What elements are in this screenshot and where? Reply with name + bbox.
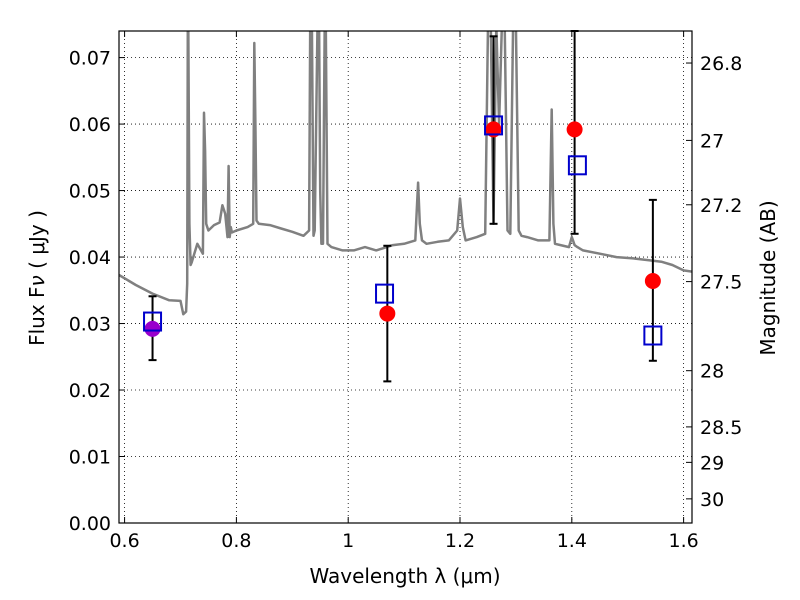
y-axis-label-units: ( μJy ) — [25, 210, 49, 275]
y-axis-label: Flux Fν ( μJy ) — [25, 210, 49, 346]
plot-area — [119, 31, 692, 523]
model-point — [484, 115, 504, 136]
x-tick-label: 1.2 — [445, 530, 475, 552]
x-tick-label: 0.6 — [109, 530, 139, 552]
right-tick-label: 27.2 — [700, 195, 742, 217]
y-tick-label: 0.01 — [69, 447, 111, 469]
y-axis-label-main: Flux F — [25, 286, 49, 345]
points-layer — [143, 30, 663, 383]
right-tick-label: 28 — [700, 361, 724, 383]
y-tick-label: 0.06 — [69, 114, 111, 136]
right-tick-label: 30 — [700, 489, 724, 511]
model-point — [643, 325, 663, 346]
y-tick-label: 0.02 — [69, 380, 111, 402]
right-tick-label: 28.5 — [700, 417, 742, 439]
y-tick-label: 0.07 — [69, 48, 111, 70]
right-tick-label: 27.5 — [700, 272, 742, 294]
y-tick-label: 0.03 — [69, 314, 111, 336]
model-point — [375, 283, 395, 304]
model-point — [143, 311, 163, 332]
data-point — [566, 121, 583, 138]
y-axis-right-label: Magnitude (AB) — [756, 200, 780, 355]
x-tick-label: 1.4 — [557, 530, 587, 552]
right-tick-label: 26.8 — [700, 53, 742, 75]
x-tick-label: 0.8 — [221, 530, 251, 552]
data-point — [644, 272, 661, 289]
y-tick-label: 0.04 — [69, 247, 111, 269]
ticks: 0.6 0.8 1 1.2 1.4 1.6 0.00 0.01 0.02 0.03 0.04 0.05… — [69, 31, 742, 552]
y-tick-label: 0.00 — [69, 513, 111, 535]
data-point — [144, 320, 161, 337]
right-tick-label: 27 — [700, 130, 724, 152]
series-layer — [119, 31, 692, 316]
y-axis-label-nu: ν — [25, 275, 49, 286]
x-axis-label: Wavelength λ (μm) — [309, 564, 500, 588]
x-tick-label: 1.6 — [669, 530, 699, 552]
right-tick-label: 29 — [700, 452, 724, 474]
data-point — [379, 305, 396, 322]
model-point — [567, 155, 587, 176]
model-sed-line — [119, 31, 692, 316]
x-tick-label: 1 — [342, 530, 354, 552]
y-tick-label: 0.05 — [69, 181, 111, 203]
plot-frame — [118, 30, 693, 524]
